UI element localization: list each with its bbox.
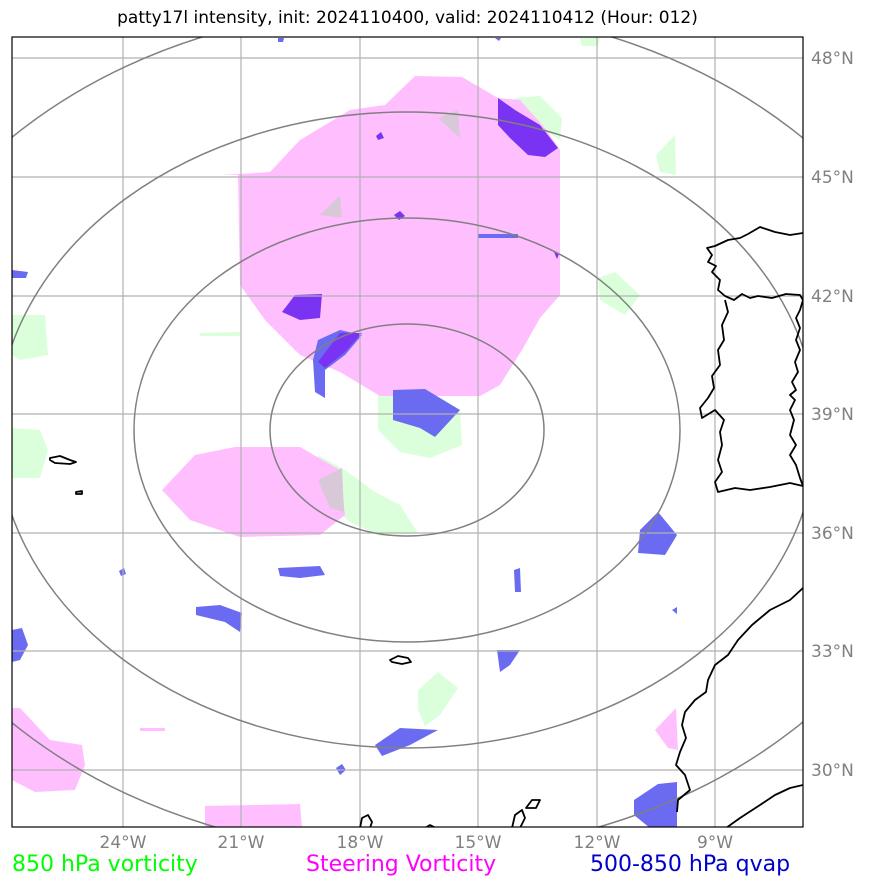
legend-steering-vorticity: Steering Vorticity bbox=[306, 852, 497, 877]
lon-label: 24°W bbox=[100, 833, 147, 853]
coastlines bbox=[49, 226, 803, 827]
range-rings bbox=[12, 37, 803, 827]
map-frame bbox=[11, 36, 804, 828]
lon-label: 18°W bbox=[337, 833, 384, 853]
lon-label: 12°W bbox=[574, 833, 621, 853]
lat-label: 36°N bbox=[811, 524, 854, 544]
longitude-labels: 24°W 21°W 18°W 15°W 12°W 9°W bbox=[100, 833, 734, 853]
steering-vorticity-areas bbox=[12, 76, 678, 827]
latitude-labels: 48°N 45°N 42°N 39°N 36°N 33°N 30°N bbox=[811, 49, 854, 781]
qvap-intense-areas bbox=[282, 98, 559, 368]
lon-label: 9°W bbox=[697, 833, 733, 853]
graticule bbox=[12, 37, 803, 827]
lat-label: 33°N bbox=[811, 642, 854, 662]
lon-label: 21°W bbox=[218, 833, 265, 853]
lat-label: 42°N bbox=[811, 287, 854, 307]
lat-label: 39°N bbox=[811, 405, 854, 425]
lat-label: 30°N bbox=[811, 761, 854, 781]
lon-label: 15°W bbox=[455, 833, 502, 853]
legend-850-vorticity: 850 hPa vorticity bbox=[12, 852, 198, 877]
lat-label: 48°N bbox=[811, 49, 854, 69]
overlap-areas bbox=[318, 110, 460, 512]
map-title: patty17l intensity, init: 2024110400, va… bbox=[117, 8, 698, 28]
legend-qvap: 500-850 hPa qvap bbox=[590, 852, 791, 877]
lat-label: 45°N bbox=[811, 168, 854, 188]
